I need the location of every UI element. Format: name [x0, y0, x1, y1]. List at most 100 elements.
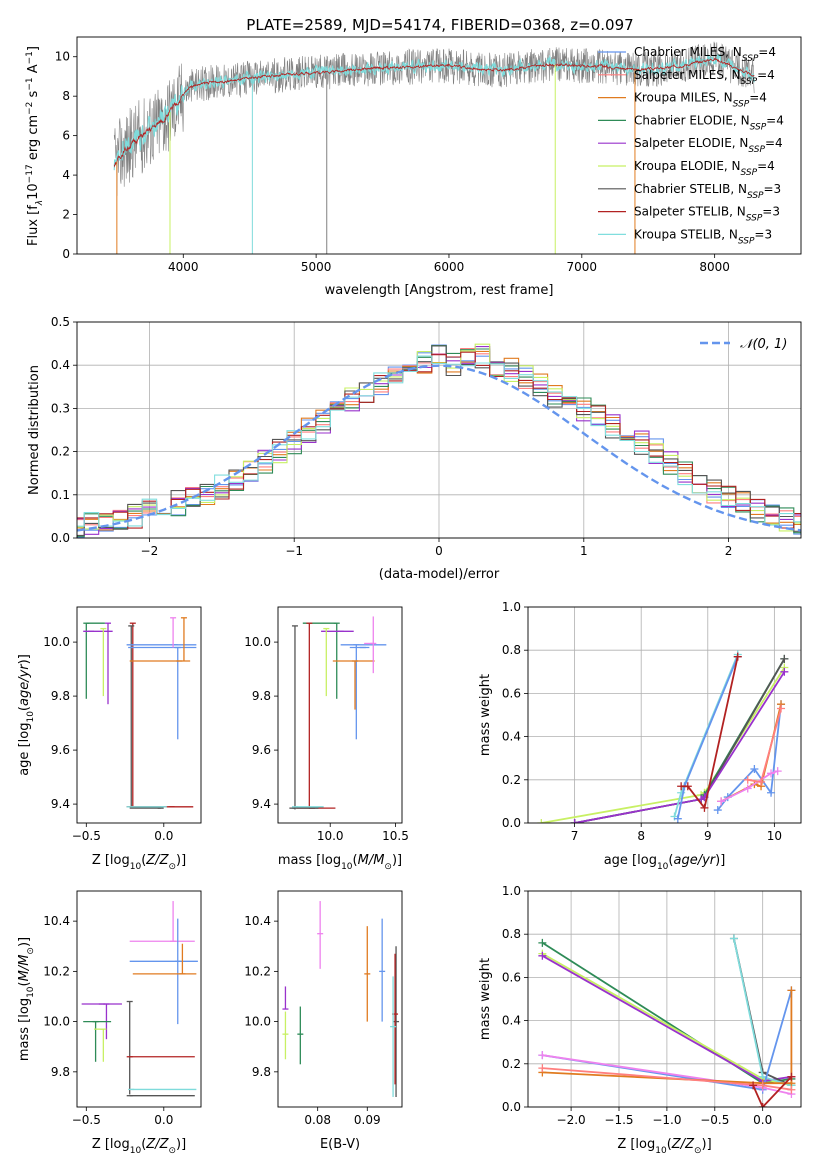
legend-entry: Chabrier MILES, NSSP=4	[634, 45, 776, 64]
histogram-series	[77, 351, 801, 529]
mass-weight-vs-metallicity-panel: −2.0 −1.5 −1.0 −0.5 0.0 0.0 0.2 0.4 0.6 0.8 1.0 Z […	[478, 884, 802, 1156]
x-tick-label: 10.0	[317, 829, 344, 843]
x-axis-label: E(B-V)	[320, 1137, 360, 1152]
data-point-marker	[733, 652, 742, 661]
x-tick-label: 10.5	[382, 829, 409, 843]
y-tick-label: 0.4	[502, 1014, 521, 1028]
axes-frame	[76, 890, 202, 1108]
legend-entry: Kroupa MILES, NSSP=4	[634, 91, 767, 110]
x-tick-label: 0	[435, 544, 443, 558]
x-tick-label: −1	[285, 544, 303, 558]
data-point-marker	[787, 986, 796, 995]
data-point-marker	[749, 1081, 758, 1090]
data-point-marker	[758, 1081, 767, 1090]
plot-area	[113, 41, 755, 254]
x-tick-label: −0.5	[72, 829, 101, 843]
y-tick-label: 0.2	[502, 773, 521, 787]
data-point-marker	[780, 654, 789, 663]
spectrum-panel: 4000 5000 6000 7000 8000 0 2 4 6 8 10 wavelength [A…	[25, 36, 802, 298]
y-tick-label: 9.6	[252, 743, 271, 757]
data-point-marker	[780, 667, 789, 676]
legend-entry: Kroupa STELIB, NSSP=3	[634, 227, 772, 246]
data-point-marker	[570, 819, 579, 823]
plot-area	[289, 616, 387, 810]
y-tick-label: 0.2	[51, 445, 70, 459]
data-point-marker	[758, 1103, 767, 1107]
data-point-marker	[538, 1051, 547, 1060]
x-tick-label: 0.0	[154, 1113, 173, 1127]
data-point-marker	[537, 819, 546, 823]
normal-distribution-curve	[77, 364, 801, 532]
age-vs-mass-panel: 10.0 10.5 9.4 9.6 9.8 10.0 mass [log10(M/M⊙)]	[244, 606, 409, 872]
y-axis-label: Flux [fλ10−17 erg cm−2 s−1 A−1]	[25, 46, 45, 246]
data-point-marker	[673, 814, 682, 823]
x-tick-label: 0.08	[304, 1113, 331, 1127]
x-tick-label: 9	[704, 829, 712, 843]
mass-weight-series	[574, 671, 786, 823]
y-tick-label: 9.4	[252, 797, 271, 811]
x-tick-label: −0.5	[72, 1113, 101, 1127]
axes-frame	[527, 606, 802, 824]
x-tick-label: 0.0	[154, 829, 173, 843]
histogram-series	[77, 355, 801, 527]
legend-entry: Chabrier ELODIE, NSSP=4	[634, 113, 784, 132]
y-tick-label: 0.0	[502, 816, 521, 830]
data-point-marker	[743, 775, 752, 784]
y-tick-label: 0.4	[51, 358, 70, 372]
data-point-marker	[538, 1064, 547, 1073]
y-axis-label: mass weight	[478, 674, 493, 756]
y-tick-label: 1.0	[502, 600, 521, 614]
y-tick-label: 0.3	[51, 401, 70, 415]
x-axis-label: age [log10(age/yr)]	[604, 853, 726, 872]
y-axis-label: Normed distribution	[27, 365, 42, 495]
x-axis-label: wavelength [Angstrom, rest frame]	[325, 283, 554, 298]
y-tick-label: 0.8	[502, 643, 521, 657]
y-tick-label: 0.6	[502, 970, 521, 984]
plot-area	[83, 617, 197, 809]
y-tick-label: 2	[62, 208, 70, 222]
y-axis-label: age [log10(age/yr)]	[17, 654, 36, 776]
y-tick-label: 9.8	[252, 689, 271, 703]
legend-entry: 𝒩(0, 1)	[740, 337, 787, 352]
histogram-series	[77, 345, 801, 536]
x-tick-label: −1.5	[604, 1113, 633, 1127]
axes-frame	[76, 606, 202, 824]
data-point-marker	[538, 951, 547, 960]
y-tick-label: 0.6	[502, 686, 521, 700]
x-axis-label: Z [log10(Z/Z⊙)]	[617, 1137, 711, 1156]
data-point-marker	[683, 782, 692, 791]
x-tick-label: 0.0	[753, 1113, 772, 1127]
y-tick-label: 1.0	[502, 884, 521, 898]
model-spectrum-red-line	[113, 57, 755, 168]
x-tick-label: 7	[571, 829, 579, 843]
y-tick-label: 0.8	[502, 927, 521, 941]
y-axis-label: mass [log10(M/M⊙)]	[17, 937, 36, 1061]
y-tick-label: 0.5	[51, 315, 70, 329]
y-tick-label: 0.4	[502, 730, 521, 744]
y-tick-label: 10.2	[244, 964, 271, 978]
mass-weight-series	[720, 770, 778, 803]
x-axis-label: Z [log10(Z/Z⊙)]	[92, 853, 186, 872]
data-point-marker	[787, 1072, 796, 1081]
axes-frame	[527, 890, 802, 1108]
y-tick-label: 0.0	[502, 1100, 521, 1114]
y-tick-label: 10.0	[244, 1015, 271, 1029]
x-tick-label: 1	[580, 544, 588, 558]
x-tick-label: −0.5	[700, 1113, 729, 1127]
legend-entry: Salpeter ELODIE, NSSP=4	[634, 136, 783, 155]
y-tick-label: 9.8	[252, 1065, 271, 1079]
data-point-marker	[757, 777, 766, 786]
x-tick-label: −2	[141, 544, 159, 558]
model-spectrum-line	[113, 54, 755, 171]
x-axis-label: Z [log10(Z/Z⊙)]	[92, 1137, 186, 1156]
y-tick-label: 9.6	[51, 743, 70, 757]
mass-weight-vs-age-panel: 7 8 9 10 0.0 0.2 0.4 0.6 0.8 1.0 age [log10(age/yr…	[478, 600, 802, 872]
axes-frame	[277, 606, 403, 824]
x-tick-label: 8000	[699, 260, 730, 274]
x-tick-label: 2	[725, 544, 733, 558]
y-tick-label: 0.2	[502, 1057, 521, 1071]
y-tick-label: 0.1	[51, 488, 70, 502]
data-point-marker	[717, 797, 726, 806]
y-tick-label: 10.2	[43, 964, 70, 978]
x-tick-label: 10	[767, 829, 782, 843]
